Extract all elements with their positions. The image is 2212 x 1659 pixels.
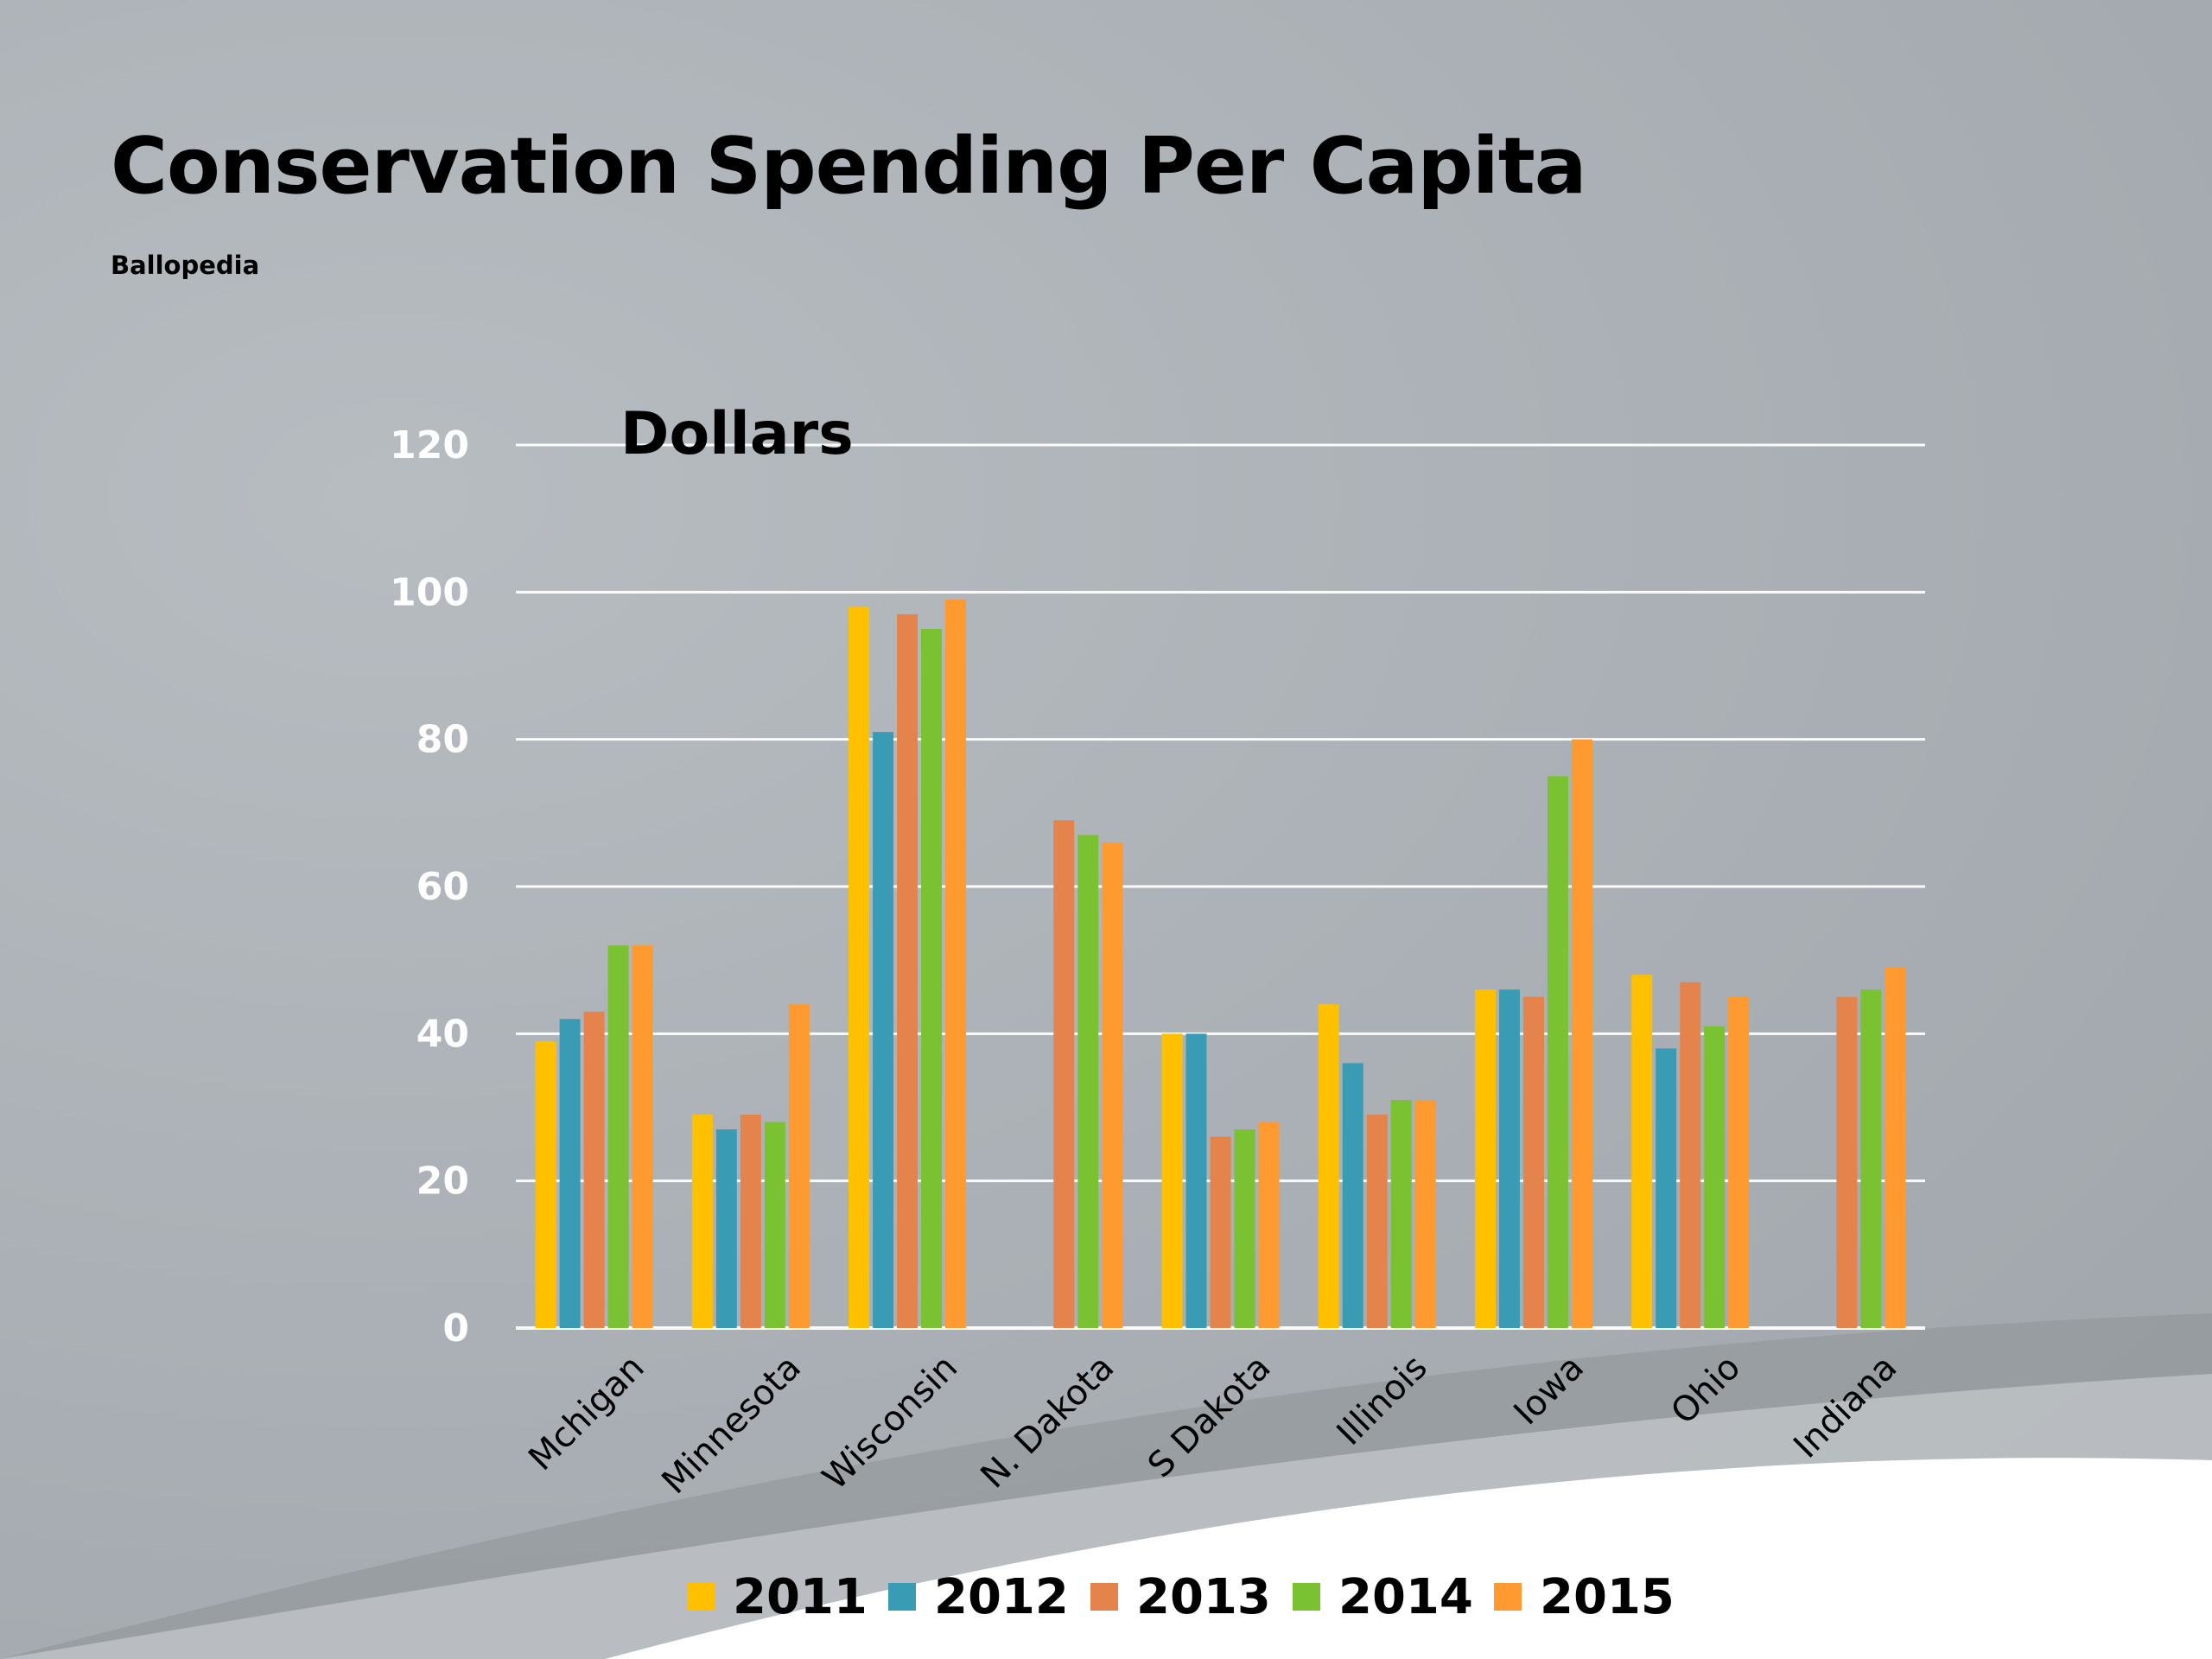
legend-label: 2012 <box>934 1569 1069 1625</box>
bar-2013-indiana <box>1836 996 1858 1328</box>
bar-2015-iowa <box>1571 739 1592 1328</box>
bar-2014-iowa <box>1547 776 1568 1328</box>
y-tick-label: 60 <box>416 865 469 909</box>
bar-2015-wisconsin <box>945 599 967 1328</box>
bar-2015-n-dakota <box>1102 842 1123 1328</box>
chart-bars <box>535 599 1906 1328</box>
legend-label: 2015 <box>1540 1569 1675 1625</box>
bar-2015-s-dakota <box>1258 1122 1280 1328</box>
bar-2014-wisconsin <box>921 628 943 1328</box>
slide-title: Conservation Spending Per Capita <box>111 121 1586 212</box>
bar-2012-s-dakota <box>1185 1033 1207 1328</box>
bar-2015-mchigan <box>632 945 653 1328</box>
bar-2011-s-dakota <box>1161 1033 1183 1328</box>
bar-2013-ohio <box>1680 982 1701 1328</box>
x-tick-label: Mchigan <box>521 1348 652 1478</box>
bar-2013-iowa <box>1522 996 1544 1328</box>
bar-2014-mchigan <box>607 945 629 1328</box>
y-axis-label: Dollars <box>620 400 854 468</box>
bar-2013-n-dakota <box>1053 820 1075 1328</box>
bar-2015-minnesota <box>788 1004 810 1328</box>
x-tick-label: Indiana <box>1786 1348 1904 1466</box>
legend-swatch <box>687 1583 715 1611</box>
bar-2012-iowa <box>1498 989 1520 1328</box>
legend-label: 2013 <box>1136 1569 1271 1625</box>
bar-2013-illinois <box>1366 1115 1388 1328</box>
bar-2014-n-dakota <box>1077 835 1099 1328</box>
chart-legend: 2011 2012 2013 2014 2015 <box>687 1569 1675 1625</box>
x-tick-label: Iowa <box>1506 1348 1592 1433</box>
y-tick-label: 100 <box>390 570 469 614</box>
y-tick-label: 120 <box>390 423 469 467</box>
y-axis-ticks: 0 20 40 60 80 100 120 <box>390 423 469 1351</box>
bar-2012-ohio <box>1656 1048 1677 1328</box>
x-axis-labels: Mchigan Minnesota Wisconsin N. Dakota S Dako… <box>521 1348 1904 1503</box>
bar-2011-minnesota <box>691 1115 713 1328</box>
bar-2013-wisconsin <box>897 613 918 1328</box>
bar-2012-illinois <box>1342 1063 1363 1328</box>
bar-2011-iowa <box>1474 989 1496 1328</box>
legend-label: 2014 <box>1338 1569 1473 1625</box>
bar-2014-ohio <box>1704 1026 1726 1328</box>
bar-2013-minnesota <box>740 1115 761 1328</box>
bar-2011-ohio <box>1631 975 1653 1328</box>
legend-label: 2011 <box>733 1569 868 1625</box>
y-tick-label: 20 <box>416 1160 469 1204</box>
x-tick-label: Ohio <box>1663 1348 1748 1433</box>
bar-2015-ohio <box>1728 996 1750 1328</box>
bar-2014-illinois <box>1390 1099 1412 1328</box>
y-tick-label: 40 <box>416 1012 469 1056</box>
bar-2013-mchigan <box>583 1011 605 1328</box>
x-tick-label: Illinois <box>1330 1348 1435 1453</box>
legend-swatch <box>1090 1583 1118 1611</box>
x-tick-label: Wisconsin <box>815 1348 965 1498</box>
bar-2012-minnesota <box>715 1129 737 1328</box>
bar-2012-mchigan <box>559 1019 581 1328</box>
bar-2015-indiana <box>1885 967 1906 1328</box>
x-tick-label: Minnesota <box>654 1348 809 1503</box>
legend-swatch <box>1494 1583 1522 1611</box>
y-tick-label: 80 <box>416 718 469 762</box>
bar-2014-s-dakota <box>1234 1129 1255 1328</box>
legend-swatch <box>888 1583 916 1611</box>
x-tick-label: S Dakota <box>1141 1348 1279 1486</box>
bar-2013-s-dakota <box>1210 1136 1231 1328</box>
slide-subtitle: Ballopedia <box>111 251 260 280</box>
y-tick-label: 0 <box>442 1306 469 1351</box>
bar-2012-wisconsin <box>873 732 894 1328</box>
bar-2014-indiana <box>1860 989 1882 1328</box>
bar-2011-wisconsin <box>849 607 870 1328</box>
legend-swatch <box>1293 1583 1320 1611</box>
bar-2011-illinois <box>1318 1004 1339 1328</box>
bar-2015-illinois <box>1414 1099 1436 1328</box>
x-tick-label: N. Dakota <box>973 1348 1122 1497</box>
bar-2014-minnesota <box>764 1122 785 1328</box>
bar-2011-mchigan <box>535 1040 556 1328</box>
